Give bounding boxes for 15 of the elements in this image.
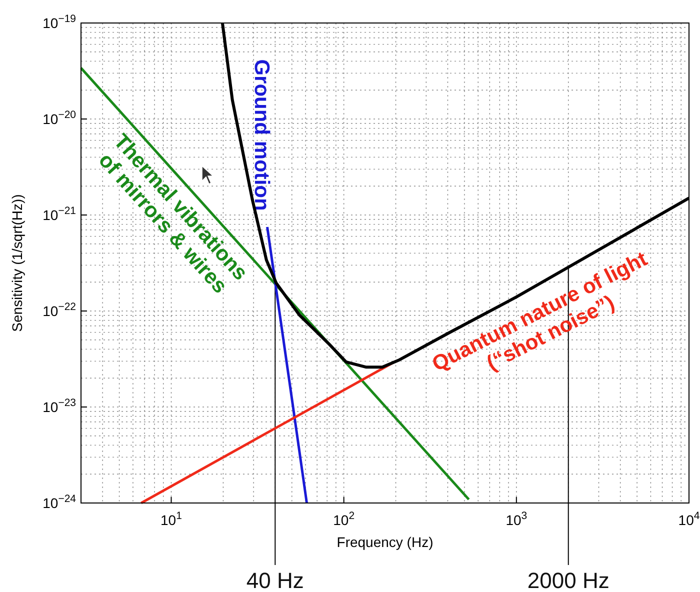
y-tick-label: 10$^{−23}$ (42, 397, 76, 415)
x-tick-label: 10$^{1}$ (160, 510, 182, 528)
y-tick-label: 10$^{−19}$ (42, 13, 76, 31)
x-axis-title: Frequency (Hz) (336, 534, 434, 550)
y-axis-title: Sensitivity (1/sqrt(Hz)) (9, 194, 25, 332)
x-tick-label: 10$^{4}$ (678, 510, 700, 528)
x-tick-label: 10$^{2}$ (333, 510, 355, 528)
ref-line-label: 2000 Hz (527, 568, 610, 592)
y-tick-label: 10$^{−20}$ (42, 109, 76, 127)
x-tick-label: 10$^{3}$ (506, 510, 528, 528)
ref-line-label: 40 Hz (246, 568, 304, 592)
y-tick-label: 10$^{−24}$ (42, 493, 76, 511)
y-tick-label: 10$^{−21}$ (42, 205, 76, 223)
y-tick-label: 10$^{−22}$ (42, 301, 76, 319)
text: Ground motion (250, 59, 273, 211)
